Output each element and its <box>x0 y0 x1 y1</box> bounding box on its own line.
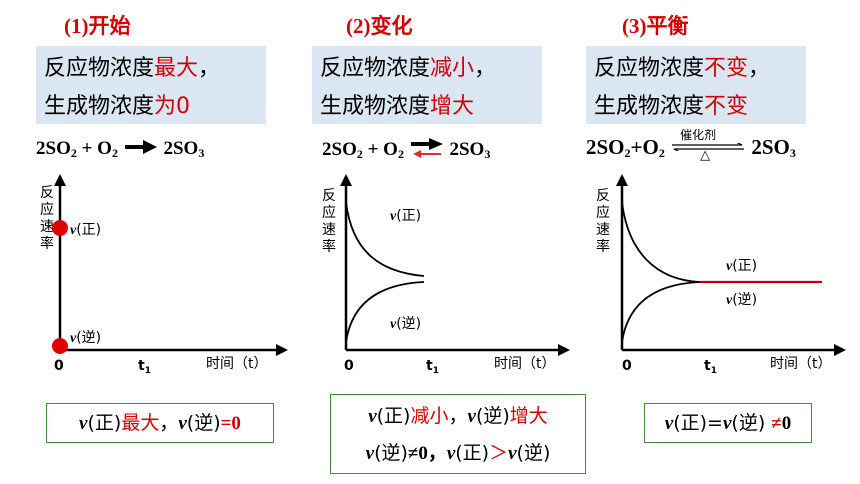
reverse-rate-curve <box>621 281 701 343</box>
x-axis-arrow-icon <box>276 344 288 356</box>
forward-rate-curve <box>621 201 701 283</box>
forward-rate-point <box>52 220 68 236</box>
forward-rate-label: v(正) <box>726 258 757 274</box>
panel2-graph: 反 应 速 率 v(正) v(逆) 0 t1 时间（t） <box>322 174 570 376</box>
equilibrium-arrow: 催化剂 △ <box>670 128 746 163</box>
y-axis-label-char: 率 <box>322 238 336 255</box>
y-axis-label-char: 速 <box>596 222 610 238</box>
panel2-equation: 2SO2 + O2 2SO3 <box>322 138 491 161</box>
y-axis-label-char: 反 <box>596 188 610 204</box>
y-axis-label-char: 率 <box>596 238 610 255</box>
y-axis-label-char: 反 <box>322 188 336 204</box>
reverse-rate-curve <box>345 281 425 343</box>
origin-label: 0 <box>622 358 632 374</box>
t1-label: t1 <box>704 358 717 376</box>
panel1-graph: 反 应 速 率 v(正) v(逆) 0 t1 时间（t） <box>40 174 288 376</box>
forward-rate-label: v(正) <box>70 222 101 238</box>
panel3-equation: 2SO2+O2 催化剂 △ 2SO3 <box>586 128 796 163</box>
y-axis-label-char: 速 <box>40 219 54 235</box>
y-axis-label-char: 应 <box>596 204 610 221</box>
y-axis-label-char: 率 <box>40 235 54 252</box>
reverse-rate-label: v(逆) <box>390 316 421 332</box>
y-axis-label-char: 应 <box>40 201 54 218</box>
y-axis-arrow-icon <box>54 174 66 186</box>
forward-rate-label: v(正) <box>390 208 421 224</box>
x-axis-label: 时间（t） <box>206 356 268 372</box>
reverse-rate-label: v(逆) <box>726 292 757 308</box>
t1-label: t1 <box>138 358 151 376</box>
origin-label: 0 <box>344 358 354 374</box>
panel2-summary: v(正)减小，v(逆)增大 v(逆)≠0，v(正)＞v(逆) <box>330 394 586 474</box>
panel3-graph: 反 应 速 率 v(正) v(逆) 0 t1 时间（t） <box>596 174 846 376</box>
y-axis-label-char: 应 <box>322 204 336 221</box>
panel1-summary: v(正)最大，v(逆)=0 <box>46 403 274 443</box>
panel3-summary: v(正)=v(逆) ≠0 <box>644 403 812 443</box>
panel1-equation: 2SO2 + O2 2SO3 <box>36 138 205 160</box>
t1-label: t1 <box>426 358 439 376</box>
y-axis-label-char: 反 <box>40 185 54 201</box>
forward-arrow-icon <box>124 140 157 154</box>
x-axis-label: 时间（t） <box>494 356 556 372</box>
panel2-title: (2)变化 <box>346 14 413 38</box>
forward-rate-curve <box>345 201 425 277</box>
reverse-rate-point <box>52 338 68 354</box>
equilibrium-arrow-icon <box>672 143 745 151</box>
panel3-description: 反应物浓度不变， 生成物浓度不变 <box>586 46 806 124</box>
reversible-arrow-icon <box>410 138 443 158</box>
reverse-rate-label: v(逆) <box>70 330 101 346</box>
x-axis-arrow-icon <box>558 344 570 356</box>
origin-label: 0 <box>54 358 64 374</box>
panel1-description: 反应物浓度最大， 生成物浓度为0 <box>36 46 266 124</box>
heat-symbol: △ <box>700 148 711 163</box>
panel3-title: (3)平衡 <box>622 14 689 38</box>
panel1-title: (1)开始 <box>64 14 131 38</box>
x-axis-arrow-icon <box>834 344 846 356</box>
y-axis-label-char: 速 <box>322 222 336 238</box>
x-axis-label: 时间（t） <box>770 356 832 372</box>
y-axis-arrow-icon <box>616 174 628 186</box>
catalyst-label: 催化剂 <box>680 128 717 142</box>
y-axis-arrow-icon <box>340 174 352 186</box>
panel2-description: 反应物浓度减小， 生成物浓度增大 <box>312 46 542 124</box>
